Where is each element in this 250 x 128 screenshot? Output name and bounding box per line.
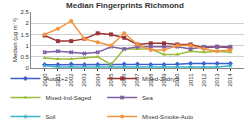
svg-text:0: 0: [25, 65, 29, 71]
svg-text:2014: 2014: [227, 73, 233, 87]
svg-text:2004: 2004: [95, 73, 101, 87]
svg-text:Soil: Soil: [45, 114, 55, 120]
svg-text:2012: 2012: [201, 73, 207, 87]
svg-text:1: 1: [25, 43, 29, 49]
svg-text:Sea: Sea: [142, 95, 153, 101]
svg-text:2011: 2011: [188, 73, 194, 87]
svg-text:Mixed-Ind-Saged: Mixed-Ind-Saged: [45, 95, 91, 101]
svg-text:2006: 2006: [121, 73, 128, 87]
svg-text:1.5: 1.5: [20, 32, 29, 38]
svg-text:Median Fingerprints Richmond: Median Fingerprints Richmond: [66, 1, 184, 10]
svg-text:2.5: 2.5: [20, 9, 29, 15]
svg-text:2013: 2013: [214, 73, 220, 87]
svg-text:Median (µg m⁻³): Median (µg m⁻³): [12, 18, 18, 62]
svg-text:Mixed-2ndryS: Mixed-2ndryS: [142, 76, 179, 82]
svg-text:2007: 2007: [134, 73, 140, 87]
svg-text:0.5: 0.5: [20, 54, 29, 60]
svg-text:2002: 2002: [68, 73, 74, 87]
svg-text:2: 2: [25, 20, 29, 26]
svg-text:Auto1+2: Auto1+2: [45, 76, 68, 82]
svg-text:Mixed-Smoke-Auto: Mixed-Smoke-Auto: [142, 114, 194, 120]
svg-text:2003: 2003: [81, 73, 87, 87]
svg-text:2005: 2005: [108, 73, 114, 87]
